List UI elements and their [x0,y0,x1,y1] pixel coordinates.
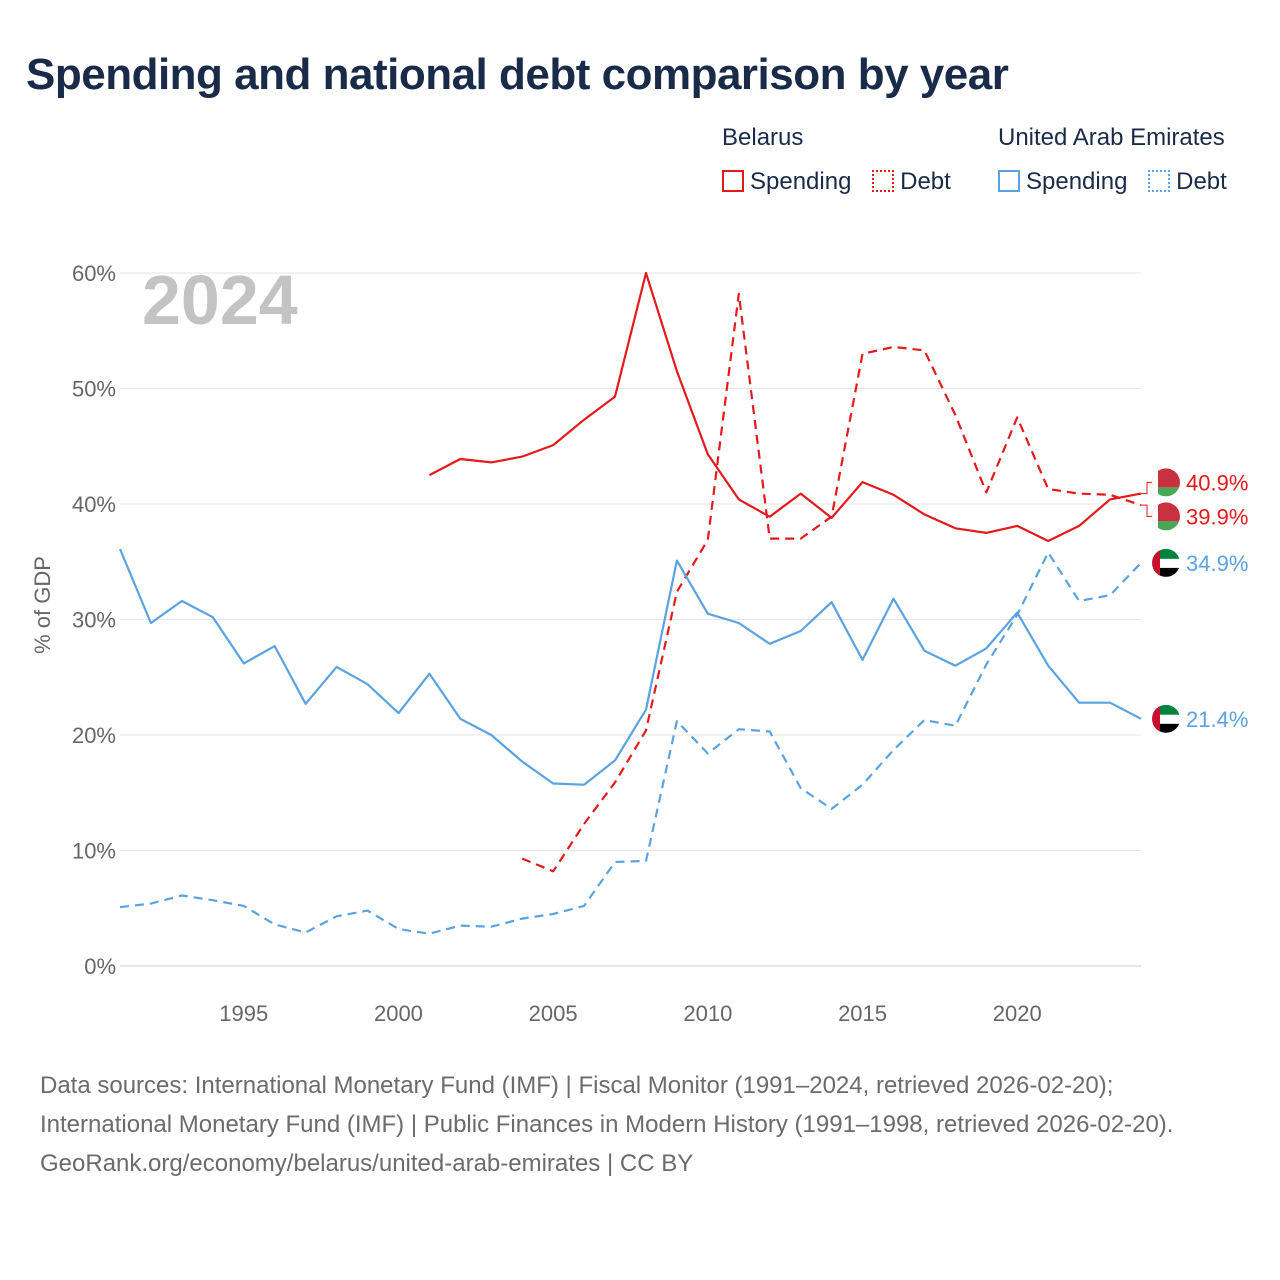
uae-flag-icon [1152,548,1180,577]
chart-title: Spending and national debt comparison by… [26,50,1009,99]
flag-stripe [1152,704,1160,733]
y-tick-label: 30% [72,608,116,633]
y-tick-label: 0% [84,954,116,979]
belarus-flag-icon [1152,468,1180,497]
y-tick-label: 50% [72,377,116,402]
belarus-flag-icon [1152,502,1180,531]
x-tick-label: 2020 [993,1001,1042,1026]
legend-item-belarus-spending[interactable]: Spending [722,168,851,196]
flag-clip [1152,468,1180,497]
flag-stripe [1152,468,1180,488]
series-line-united-arab-emirates-spending[interactable] [118,548,1142,786]
uae-flag-icon [1152,704,1180,733]
y-tick-label: 60% [72,261,116,286]
dotted-swatch-icon [1148,170,1171,192]
legend-country-belarus: Belarus [722,124,804,151]
flag-stripe [1152,502,1180,522]
legend-item-uae-debt[interactable]: Debt [1148,168,1227,196]
x-tick-label: 2010 [683,1001,732,1026]
flag-stripe [1152,714,1180,724]
dotted-swatch-icon [872,170,895,192]
y-axis-label: % of GDP [30,556,55,654]
flag-stripe [1152,704,1180,715]
legend-group-uae: United Arab Emirates Spending Debt [998,124,1241,196]
flag-ornament [1152,502,1158,531]
solid-swatch-icon [998,170,1020,192]
flag-stripe [1152,723,1180,733]
flag-stripe [1152,521,1180,531]
end-value-label: 34.9% [1186,551,1248,576]
end-value-label: 40.9% [1186,470,1248,495]
series-line-united-arab-emirates-debt[interactable] [119,551,1142,935]
legend-item-uae-spending[interactable]: Spending [998,168,1127,196]
end-value-label: 39.9% [1186,504,1248,529]
flag-clip [1152,502,1180,531]
flag-stripe [1152,558,1180,568]
legend-group-belarus: Belarus Spending Debt [722,124,965,196]
credit-link[interactable]: GeoRank.org/economy/belarus/united-arab-… [40,1150,694,1177]
year-watermark: 2024 [142,261,298,339]
y-tick-label: 40% [72,492,116,517]
flag-stripe [1152,567,1180,577]
series-line-belarus-spending[interactable] [428,271,1142,543]
legend-item-belarus-debt[interactable]: Debt [872,168,951,196]
footer: Data sources: International Monetary Fun… [40,1066,1240,1183]
label-connector [1141,481,1153,495]
flag-ornament [1152,468,1158,497]
solid-swatch-icon [722,170,744,192]
flag-clip [1152,704,1180,733]
y-tick-label: 20% [72,723,116,748]
x-tick-label: 2015 [838,1001,887,1026]
series-line-belarus-debt[interactable] [521,292,1142,873]
y-tick-label: 10% [72,839,116,864]
end-value-label: 21.4% [1186,707,1248,732]
flag-stripe [1152,487,1180,497]
flag-stripe [1152,548,1160,577]
flag-stripe [1152,548,1180,559]
flag-clip [1152,548,1180,577]
label-connector [1141,504,1153,517]
legend-country-uae: United Arab Emirates [998,124,1225,151]
x-tick-label: 2005 [529,1001,578,1026]
x-tick-label: 2000 [374,1001,423,1026]
data-sources: Data sources: International Monetary Fun… [40,1072,1174,1138]
x-tick-label: 1995 [219,1001,268,1026]
